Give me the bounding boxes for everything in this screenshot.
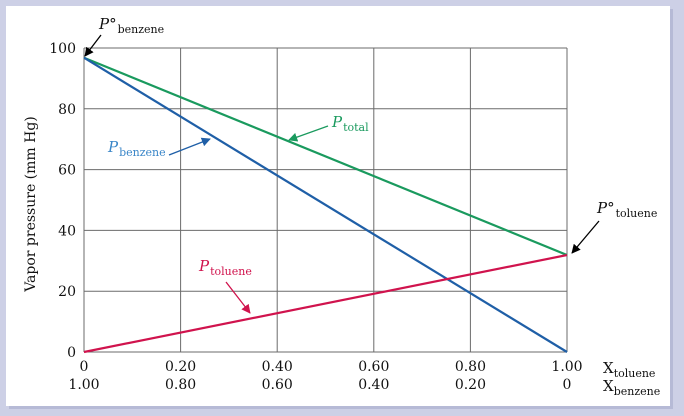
p-benzene-arrow	[168, 137, 211, 156]
p-toluene-arrow	[225, 281, 251, 314]
x-tick-label-benzene: 0.80	[165, 377, 196, 393]
x-tick-label-toluene: 0.60	[358, 359, 389, 375]
y-tick-label: 0	[67, 345, 76, 361]
y-tick-label: 40	[58, 223, 76, 239]
p-benzene-pure-arrow	[84, 34, 102, 57]
p-toluene-pure-arrow	[571, 220, 600, 254]
x-tick-label-benzene: 0.20	[455, 377, 486, 393]
x-tick-label-benzene: 1.00	[68, 377, 99, 393]
p-toluene-pure-label: P°toluene	[596, 199, 657, 220]
x-tick-label-benzene: 0	[563, 377, 572, 393]
series-line-benzene	[83, 56, 568, 353]
x-tick-label-benzene: 0.60	[262, 377, 293, 393]
series-line-total	[83, 56, 568, 257]
y-tick-label: 20	[58, 284, 76, 300]
y-tick-labels: 0 20 40 60 80 100	[49, 41, 76, 361]
p-benzene-label: Pbenzene	[107, 138, 166, 159]
x-tick-labels: 0 0.20 0.40 0.60 0.80 1.00 1.00 0.80 0.60 0.40 0.2…	[68, 359, 582, 393]
x-tick-label-benzene: 0.40	[358, 377, 389, 393]
x-tick-label-toluene: 0.40	[262, 359, 293, 375]
x-tick-label-toluene: 0.80	[455, 359, 486, 375]
y-tick-label: 80	[58, 102, 76, 118]
x-tick-label-toluene: 0	[80, 359, 89, 375]
x-axis-label-toluene: Xtoluene	[603, 359, 655, 380]
series-lines	[83, 56, 568, 354]
y-tick-label: 100	[49, 41, 76, 57]
chart-card: 0 20 40 60 80 100 0 0.20 0.40 0.60 0.80 1.00 1.00 0.…	[6, 6, 670, 406]
y-tick-label: 60	[58, 163, 76, 179]
p-total-arrow	[288, 125, 329, 142]
p-total-label: Ptotal	[331, 113, 369, 134]
p-toluene-label: Ptoluene	[198, 257, 252, 278]
p-benzene-pure-label: P°benzene	[98, 15, 164, 36]
x-tick-label-toluene: 0.20	[165, 359, 196, 375]
x-axis-label-benzene: Xbenzene	[603, 377, 660, 398]
series-line-toluene	[83, 253, 568, 354]
grid	[83, 47, 568, 353]
vapor-pressure-chart: 0 20 40 60 80 100 0 0.20 0.40 0.60 0.80 1.00 1.00 0.…	[23, 15, 660, 398]
y-axis-label: Vapor pressure (mm Hg)	[23, 116, 39, 293]
x-tick-label-toluene: 1.00	[551, 359, 582, 375]
